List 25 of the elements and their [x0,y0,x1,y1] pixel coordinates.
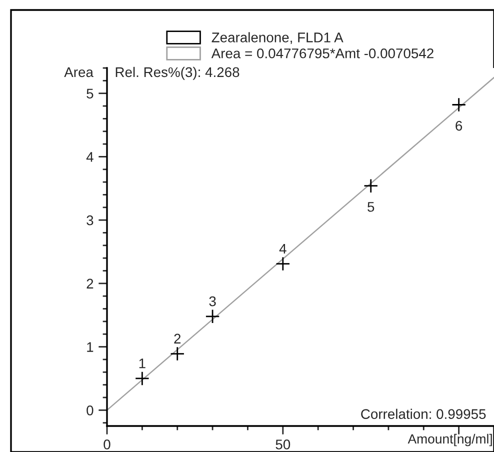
x-tick-label: 50 [276,440,290,450]
y-tick-label: 2 [86,278,94,288]
point [276,256,290,272]
y-tick-label: 0 [86,405,94,416]
annotation: Correlation: 0.99955 [361,408,486,419]
y-tick-label: 1 [87,342,94,352]
annotation: Rel. Res%(3): 4.268 [116,66,240,80]
point [170,346,185,362]
annotation: 1 [139,358,146,368]
point [205,309,220,324]
legend-label: Area = 0.04776795*Amt -0.0070542 [211,48,434,58]
point [134,371,150,386]
y-tick-label: 5 [86,88,94,99]
annotation: 2 [174,334,181,344]
y-axis-title: Area [64,67,94,78]
point [364,178,378,194]
x-axis-title: Amount[ng/ml] [408,434,492,446]
annotation: 5 [368,202,374,212]
legend-label: Zearalenone, FLD1 A [212,32,344,44]
y-tick-label: 4 [86,152,94,162]
annotation: 4 [279,244,286,254]
y-tick-label: 3 [86,215,94,226]
point [452,97,466,112]
annotation: 6 [456,120,462,131]
annotation: 3 [209,296,216,306]
